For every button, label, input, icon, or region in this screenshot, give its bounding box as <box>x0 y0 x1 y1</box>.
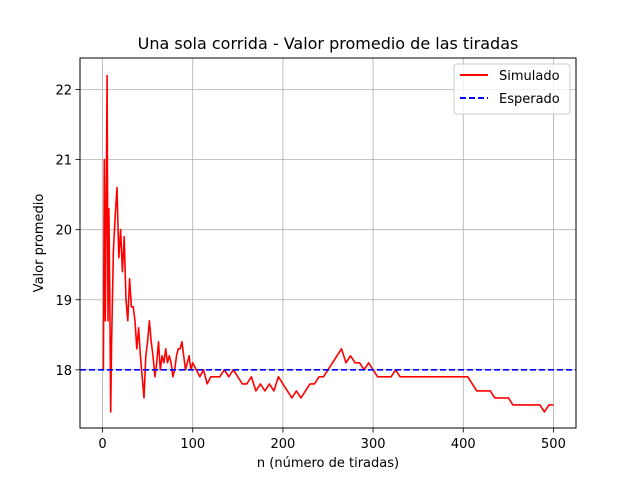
plot-area <box>80 74 576 413</box>
y-tick-label: 20 <box>55 224 72 239</box>
x-tick-label: 0 <box>98 437 106 452</box>
y-axis-title: Valor promedio <box>32 194 47 293</box>
x-tick-label: 300 <box>361 437 386 452</box>
series-simulado-line <box>102 74 554 413</box>
y-tick-label: 21 <box>55 154 72 169</box>
y-tick-label: 18 <box>55 364 72 379</box>
x-tick-label: 200 <box>270 437 295 452</box>
y-tick-label: 22 <box>55 84 72 99</box>
x-tick-label: 100 <box>180 437 205 452</box>
axes-frame <box>79 57 577 429</box>
legend-label-esperado: Esperado <box>499 92 560 107</box>
legend-label-simulado: Simulado <box>499 69 560 84</box>
x-axis-title: n (número de tiradas) <box>257 456 399 471</box>
legend: Simulado Esperado <box>453 63 571 115</box>
chart-title: Una sola corrida - Valor promedio de las… <box>138 34 519 53</box>
legend-box <box>453 63 571 115</box>
y-tick-label: 19 <box>55 294 72 309</box>
ticks: 0 100 200 300 400 500 18 19 20 21 22 <box>55 84 565 452</box>
x-tick-label: 400 <box>451 437 476 452</box>
x-tick-label: 500 <box>541 437 566 452</box>
